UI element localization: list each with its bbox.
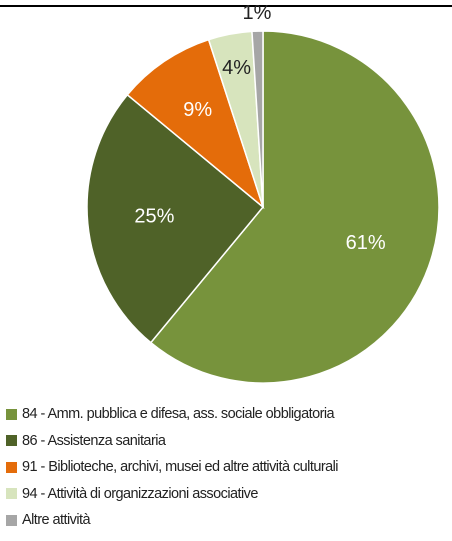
legend-item: 86 - Assistenza sanitaria [6,428,452,455]
top-rule [0,5,452,7]
legend-label: 94 - Attività di organizzazioni associat… [22,485,258,502]
pie-slice [126,38,265,210]
legend-swatch [6,408,17,420]
pie-slice [86,93,265,344]
legend-label: 84 - Amm. pubblica e difesa, ass. social… [22,406,335,423]
legend-swatch [6,514,17,526]
legend-label: 91 - Biblioteche, archivi, musei ed altr… [22,459,339,476]
pie-slice [149,30,440,384]
legend-item: 94 - Attività di organizzazioni associat… [6,481,452,508]
slice-percent-label: 25% [134,206,174,228]
legend-swatch [6,488,17,500]
slice-percent-label: 61% [346,232,386,254]
legend-label: 86 - Assistenza sanitaria [22,432,166,449]
pie-chart: 61% 25% 9% 4% 1% [86,2,440,384]
legend-item: 84 - Amm. pubblica e difesa, ass. social… [6,401,452,428]
slice-percent-label: 1% [242,2,271,24]
legend-label: Altre attività [22,512,91,529]
legend-item: Altre attività [6,507,452,534]
legend-swatch [6,461,17,473]
legend-swatch [6,435,17,447]
legend: 84 - Amm. pubblica e difesa, ass. social… [6,401,452,534]
slice-percent-label: 9% [183,99,212,121]
slice-percent-label: 4% [222,57,251,79]
pie-slice [251,30,264,208]
legend-item: 91 - Biblioteche, archivi, musei ed altr… [6,454,452,481]
